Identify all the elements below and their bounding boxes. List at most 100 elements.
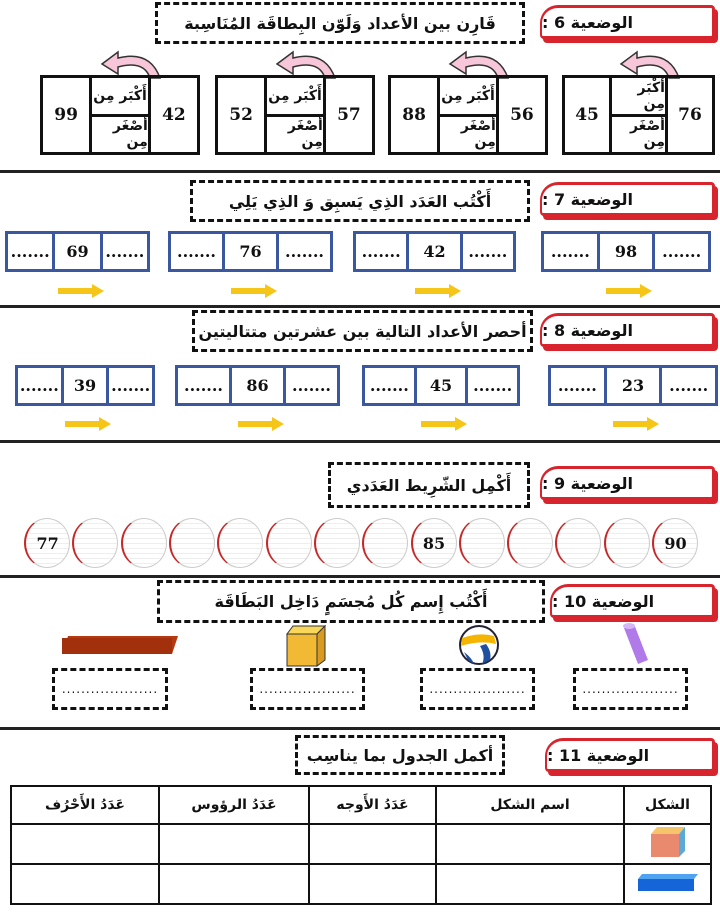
after-blank[interactable]: ....... [550,242,590,261]
tag-label: الوضعية 9 : [542,473,633,493]
greater-than-option[interactable]: أَكْبَر مِن [440,78,496,117]
number-line-circle[interactable] [603,518,650,568]
given-number: 42 [406,234,463,269]
before-blank[interactable]: ....... [662,242,702,261]
answer-cell[interactable] [158,863,310,905]
number-line-circle[interactable] [265,518,312,568]
greater-than-option[interactable]: أَكْبَر مِن [92,78,148,117]
number-line-circle[interactable] [120,518,167,568]
before-blank[interactable]: ....... [105,242,145,261]
number-line-circle[interactable] [555,518,602,568]
cuboid-image [637,874,698,891]
curved-arrow-icon [448,50,512,80]
answer-cell[interactable] [10,863,160,905]
after-blank[interactable]: ....... [19,376,59,395]
before-blank[interactable]: ....... [473,376,513,395]
section-8-tag: الوضعية 8 : [540,313,715,347]
tag-label: الوضعية 10 : [552,591,655,611]
shape-cell [623,823,712,865]
right-arrow-icon [421,416,467,431]
right-number: 57 [337,105,361,125]
col-header-shape: الشكل [623,785,712,825]
tag-label: الوضعية 11 : [547,745,650,765]
number-frame: ....... 42 ....... [353,231,516,272]
compare-card: 45 أَكْبَر مِن أَصْغَر مِن 76 [562,75,715,155]
given-number: 39 [60,368,110,403]
section-11-tag: الوضعية 11 : [545,738,715,772]
before-blank[interactable]: ....... [292,376,331,395]
number-line-circle[interactable] [313,518,360,568]
number-line-circle[interactable] [217,518,264,568]
divider [0,170,720,173]
shape-name-box[interactable]: .................... [420,668,535,710]
tag-label: الوضعية 6 : [542,12,633,32]
number-line-circle[interactable] [458,518,505,568]
right-number: 56 [510,105,534,125]
after-blank[interactable]: ....... [369,376,409,395]
after-blank[interactable]: ....... [10,242,50,261]
shape-name-box[interactable]: .................... [573,668,688,710]
number-frame: ....... 76 ....... [168,231,333,272]
number-line-circle[interactable] [507,518,554,568]
ball-image [459,625,499,665]
number-frame: ....... 39 ....... [15,365,155,406]
right-arrow-icon [230,283,277,298]
shape-name-box[interactable]: .................... [52,668,168,710]
after-blank[interactable]: ....... [184,376,223,395]
section-10-instruction: أَكْتُب إِسم كُل مُجسَمٍ دَاخِل البَطَاق… [157,580,545,623]
curved-arrow-icon [100,50,164,80]
section-7-instruction: أَكْتُب العَدَد الذِي يَسبِق وَ الذِي يَ… [190,180,530,222]
answer-cell[interactable] [435,863,625,905]
right-arrow-icon [237,416,284,431]
number-line-circle[interactable] [362,518,409,568]
curved-arrow-icon [619,50,683,80]
answer-cell[interactable] [10,823,160,865]
section-6-tag: الوضعية 6 : [540,5,715,39]
right-arrow-icon [606,283,652,298]
right-arrow-icon [613,416,659,431]
section-11-instruction: أكمل الجدول بما يناسِب [295,735,505,775]
given-number: 45 [413,368,469,403]
less-than-option[interactable]: أَصْغَر مِن [629,118,665,151]
divider [0,575,720,578]
number-line-circle[interactable] [169,518,215,568]
after-blank[interactable]: ....... [177,242,216,261]
number-line-circle: 90 [652,518,698,568]
after-blank[interactable]: ....... [361,242,401,261]
number-line-circle[interactable] [72,518,119,568]
number-frame: ....... 98 ....... [541,231,711,272]
answer-cell[interactable] [308,823,437,865]
before-blank[interactable]: ....... [468,242,508,261]
before-blank[interactable]: ....... [111,376,151,395]
col-header-faces: عَدَدُ الأَوجه [308,785,437,825]
greater-than-option[interactable]: أَكْبَر مِن [267,78,323,117]
greater-than-option[interactable]: أَكْبَر مِن [612,78,665,117]
number-frame: ....... 23 ....... [548,365,718,406]
shape-name-box[interactable]: .................... [250,668,365,710]
col-header-name: اسم الشكل [435,785,625,825]
less-than-option[interactable]: أَصْغَر مِن [460,118,496,151]
after-blank[interactable]: ....... [557,376,597,395]
divider [0,727,720,730]
table-row [10,863,712,905]
before-blank[interactable]: ....... [669,376,709,395]
section-8-instruction: أحصر الأعداد التالية بين عشرتين متتاليتي… [192,310,533,352]
col-header-edges: عَدَدُ الأَحْرُف [10,785,160,825]
answer-cell[interactable] [435,823,625,865]
less-than-option[interactable]: أَصْغَر مِن [112,118,148,151]
right-arrow-icon [414,283,461,298]
left-number: 45 [575,105,599,125]
number-line-circle: 85 [410,518,457,568]
answer-cell[interactable] [308,863,437,905]
section-9-tag: الوضعية 9 : [540,466,715,500]
answer-cell[interactable] [158,823,310,865]
section-10-tag: الوضعية 10 : [550,584,715,618]
less-than-option[interactable]: أَصْغَر مِن [287,118,323,151]
before-blank[interactable]: ....... [285,242,324,261]
right-arrow-icon [65,416,111,431]
col-header-vertices: عَدَدُ الرؤوس [158,785,310,825]
section-9-instruction: أَكْمِل الشّرِيط العَدَدي [328,462,530,508]
right-number: 76 [678,105,702,125]
left-number: 88 [402,105,426,125]
given-number: 69 [52,234,103,269]
